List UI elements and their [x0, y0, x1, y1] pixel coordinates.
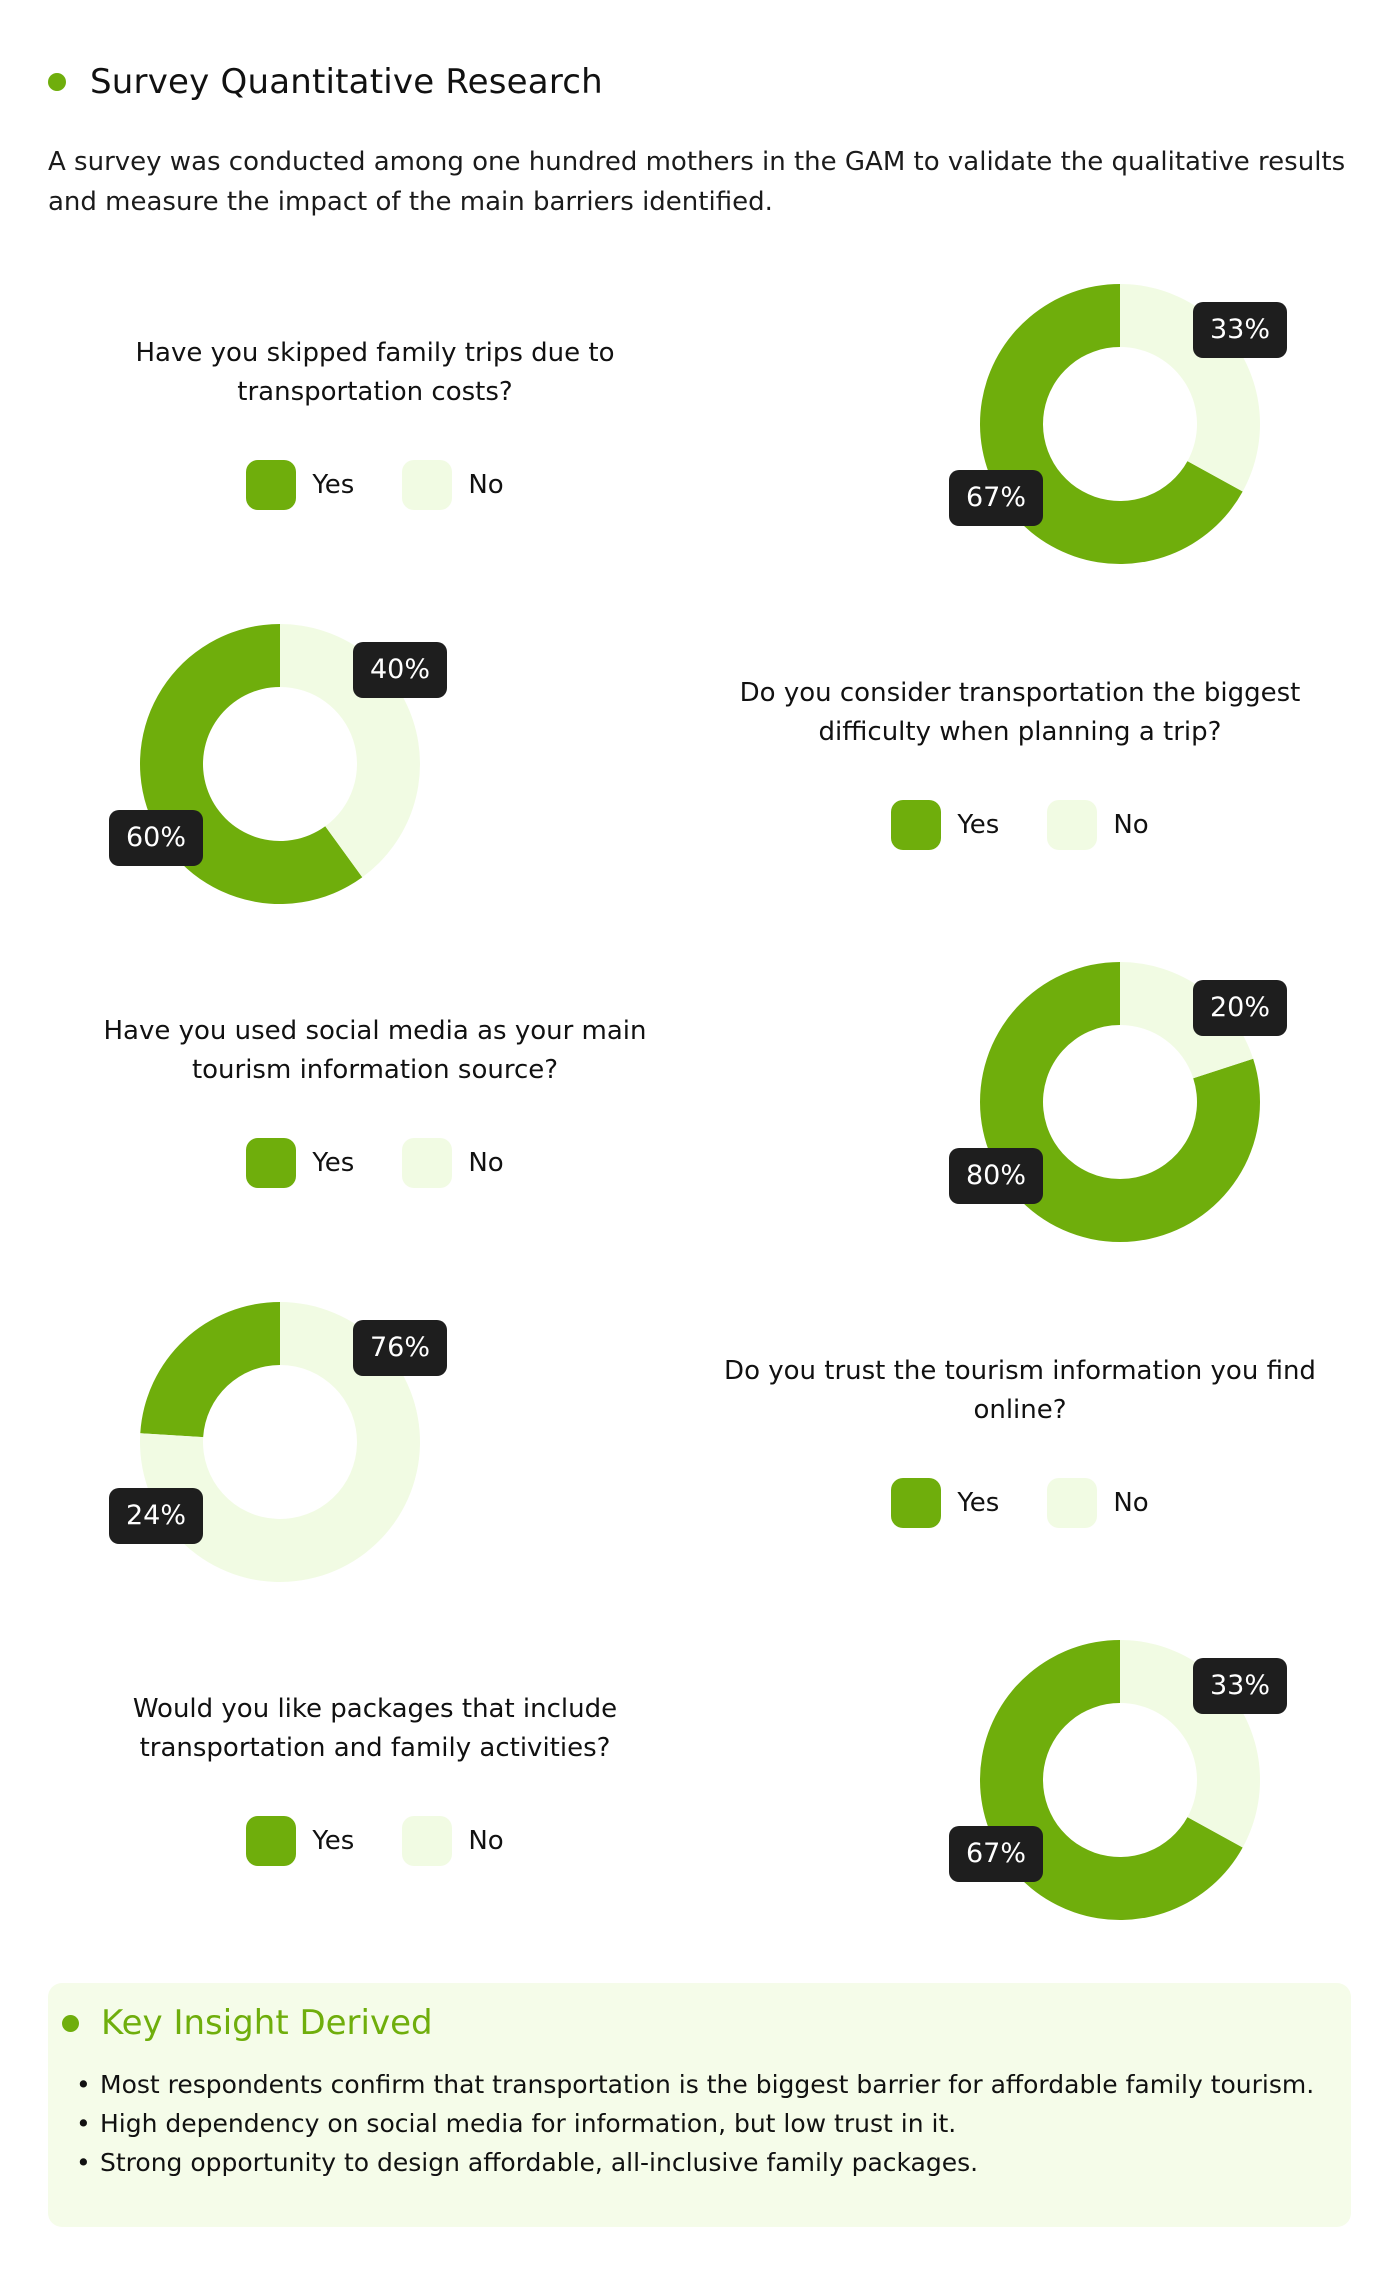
survey-row-5: Would you like packages that include tra… — [0, 1636, 1400, 1936]
survey-row-1: Have you skipped family trips due to tra… — [0, 280, 1400, 580]
legend-swatch-no — [1047, 1478, 1098, 1528]
yes-percent-badge: 24% — [109, 1488, 203, 1544]
donut-chart: 20% 80% — [949, 962, 1287, 1242]
legend-label-no: No — [1113, 810, 1149, 840]
legend-item-yes: Yes — [891, 800, 999, 850]
legend-label-yes: Yes — [957, 1488, 1000, 1518]
donut-slice-yes — [140, 1302, 280, 1438]
donut-slice-no — [1120, 962, 1254, 1079]
donut-chart: 33% 67% — [949, 1640, 1287, 1920]
no-percent-badge: 40% — [353, 642, 447, 698]
question-text: Do you consider transportation the bigge… — [739, 678, 1301, 747]
question-text: Do you trust the tourism information you… — [724, 1356, 1316, 1425]
legend-swatch-no — [1047, 800, 1098, 850]
donut-svg — [140, 1302, 420, 1582]
question-block: Would you like packages that include tra… — [55, 1690, 695, 1866]
question-text: Have you used social media as your main … — [103, 1016, 647, 1085]
legend-label-no: No — [468, 1148, 504, 1178]
question-text: Have you skipped family trips due to tra… — [135, 338, 615, 407]
insight-item: Strong opportunity to design affordable,… — [54, 2143, 1339, 2182]
survey-row-3: Have you used social media as your main … — [0, 958, 1400, 1258]
legend-item-yes: Yes — [246, 1138, 354, 1188]
legend-label-no: No — [468, 470, 504, 500]
no-percent-badge: 33% — [1193, 302, 1287, 358]
insight-header: Key Insight Derived — [62, 2003, 433, 2043]
legend-label-yes: Yes — [312, 470, 355, 500]
legend-swatch-no — [402, 1138, 453, 1188]
legend-label-no: No — [468, 1826, 504, 1856]
donut-slice-yes — [980, 962, 1260, 1242]
legend-label-yes: Yes — [312, 1826, 355, 1856]
donut-chart: 33% 67% — [949, 284, 1287, 564]
legend-item-no: No — [1047, 800, 1149, 850]
survey-row-4: 76% 24% Do you trust the tourism informa… — [0, 1298, 1400, 1598]
legend-item-no: No — [1047, 1478, 1149, 1528]
question-text: Would you like packages that include tra… — [132, 1694, 618, 1763]
legend-swatch-no — [402, 1816, 453, 1866]
legend-swatch-yes — [246, 1816, 297, 1866]
section-header: Survey Quantitative Research — [48, 62, 603, 102]
no-percent-badge: 20% — [1193, 980, 1287, 1036]
insight-list: Most respondents confirm that transporta… — [54, 2065, 1339, 2182]
legend-swatch-yes — [891, 800, 942, 850]
legend-item-no: No — [402, 1138, 504, 1188]
legend-item-no: No — [402, 1816, 504, 1866]
question-block: Do you consider transportation the bigge… — [700, 674, 1340, 850]
donut-chart: 40% 60% — [109, 624, 447, 904]
no-percent-badge: 33% — [1193, 1658, 1287, 1714]
yes-percent-badge: 80% — [949, 1148, 1043, 1204]
donut-svg — [980, 962, 1260, 1242]
insight-item: High dependency on social media for info… — [54, 2104, 1339, 2143]
legend-label-no: No — [1113, 1488, 1149, 1518]
donut-slice-yes — [980, 1640, 1243, 1920]
question-block: Have you skipped family trips due to tra… — [55, 334, 695, 510]
intro-paragraph: A survey was conducted among one hundred… — [48, 147, 1346, 217]
legend-swatch-no — [402, 460, 453, 510]
legend: Yes No — [55, 1138, 695, 1188]
survey-row-2: 40% 60% Do you consider transportation t… — [0, 620, 1400, 920]
legend-item-yes: Yes — [246, 460, 354, 510]
legend-swatch-yes — [246, 1138, 297, 1188]
donut-slice-no — [140, 1302, 420, 1582]
bullet-dot-icon — [48, 73, 66, 91]
legend-swatch-yes — [891, 1478, 942, 1528]
legend: Yes No — [700, 800, 1340, 850]
question-block: Have you used social media as your main … — [55, 1012, 695, 1188]
legend-label-yes: Yes — [957, 810, 1000, 840]
insight-title: Key Insight Derived — [101, 2003, 433, 2043]
key-insight-box: Key Insight Derived Most respondents con… — [48, 1983, 1351, 2227]
yes-percent-badge: 60% — [109, 810, 203, 866]
question-block: Do you trust the tourism information you… — [700, 1352, 1340, 1528]
yes-percent-badge: 67% — [949, 1826, 1043, 1882]
legend-item-no: No — [402, 460, 504, 510]
legend: Yes No — [55, 460, 695, 510]
legend-item-yes: Yes — [891, 1478, 999, 1528]
yes-percent-badge: 67% — [949, 470, 1043, 526]
insight-item: Most respondents confirm that transporta… — [54, 2065, 1339, 2104]
legend-swatch-yes — [246, 460, 297, 510]
donut-slice-yes — [980, 284, 1243, 564]
legend-label-yes: Yes — [312, 1148, 355, 1178]
legend-item-yes: Yes — [246, 1816, 354, 1866]
donut-chart: 76% 24% — [109, 1302, 447, 1582]
bullet-dot-icon — [62, 2014, 79, 2032]
legend: Yes No — [700, 1478, 1340, 1528]
page-title: Survey Quantitative Research — [90, 62, 603, 102]
legend: Yes No — [55, 1816, 695, 1866]
no-percent-badge: 76% — [353, 1320, 447, 1376]
